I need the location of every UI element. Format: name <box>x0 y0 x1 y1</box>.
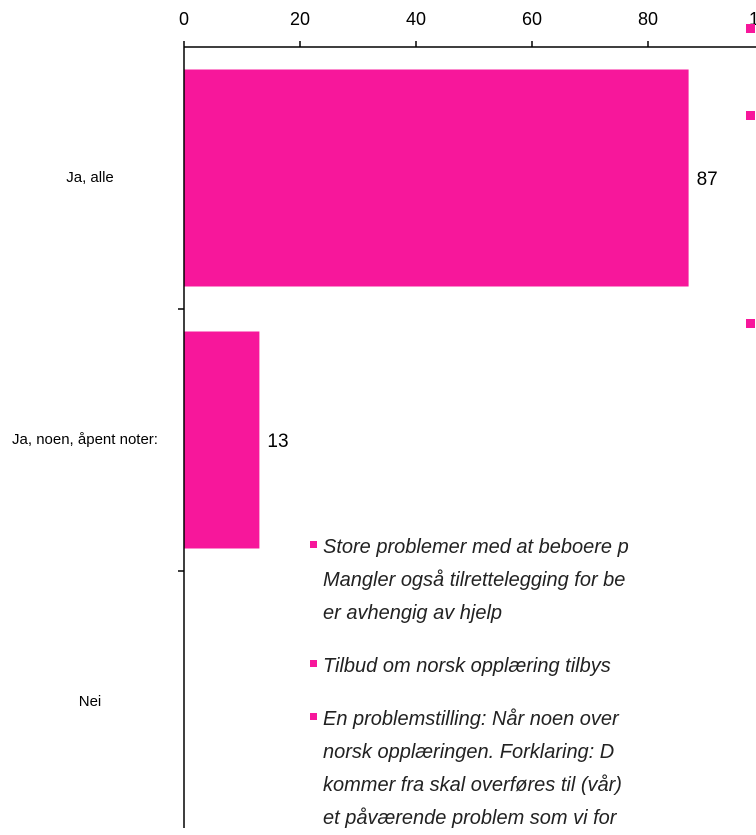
value-label: 87 <box>697 169 718 190</box>
bullet <box>310 541 317 549</box>
x-tick-label: 60 <box>522 9 542 29</box>
x-tick-label: 20 <box>290 9 310 29</box>
annotation-text: Mangler også tilrettelegging for be <box>323 569 626 591</box>
x-tick-label: 0 <box>179 9 189 29</box>
annotation-text: er avhengig av hjelp <box>323 602 503 624</box>
bullet <box>310 660 317 668</box>
x-tick-label: 80 <box>638 9 658 29</box>
annotation-text: Tilbud om norsk opplæring tilbys <box>323 655 611 677</box>
y-tick-label: Nei <box>78 693 102 710</box>
annotation-text: En problemstilling: Når noen over <box>323 708 619 730</box>
bar <box>184 69 689 287</box>
x-tick-label: 100 <box>749 9 756 29</box>
annotation-text: Store problemer med at beboere p <box>323 536 629 558</box>
legend-bullet <box>746 111 755 120</box>
annotation-line: En problemstilling: Når noen over <box>310 703 619 736</box>
annotation-line: norsk opplæringen. Forklaring: D <box>310 736 614 769</box>
legend-bullet <box>746 319 755 328</box>
annotation-line: kommer fra skal overføres til (vår) <box>310 769 622 802</box>
annotation-text: norsk opplæringen. Forklaring: D <box>323 741 615 763</box>
x-tick-label: 40 <box>406 9 426 29</box>
y-tick-label: Ja, alle <box>66 169 114 186</box>
legend-bullet <box>746 24 755 33</box>
value-label: 13 <box>267 431 288 452</box>
annotation-text: et påværende problem som vi for <box>323 807 617 829</box>
bar <box>184 331 260 549</box>
annotation-text: kommer fra skal overføres til (vår) <box>323 774 622 796</box>
annotation-line: er avhengig av hjelp <box>310 597 502 630</box>
bullet <box>310 713 317 721</box>
annotation-line: et påværende problem som vi for <box>310 802 616 835</box>
annotation-line: Mangler også tilrettelegging for be <box>310 564 625 597</box>
annotation-line: Store problemer med at beboere p <box>310 531 629 564</box>
y-tick-label: Ja, noen, åpent noter: <box>12 431 158 448</box>
annotation-line: Tilbud om norsk opplæring tilbys <box>310 650 611 683</box>
